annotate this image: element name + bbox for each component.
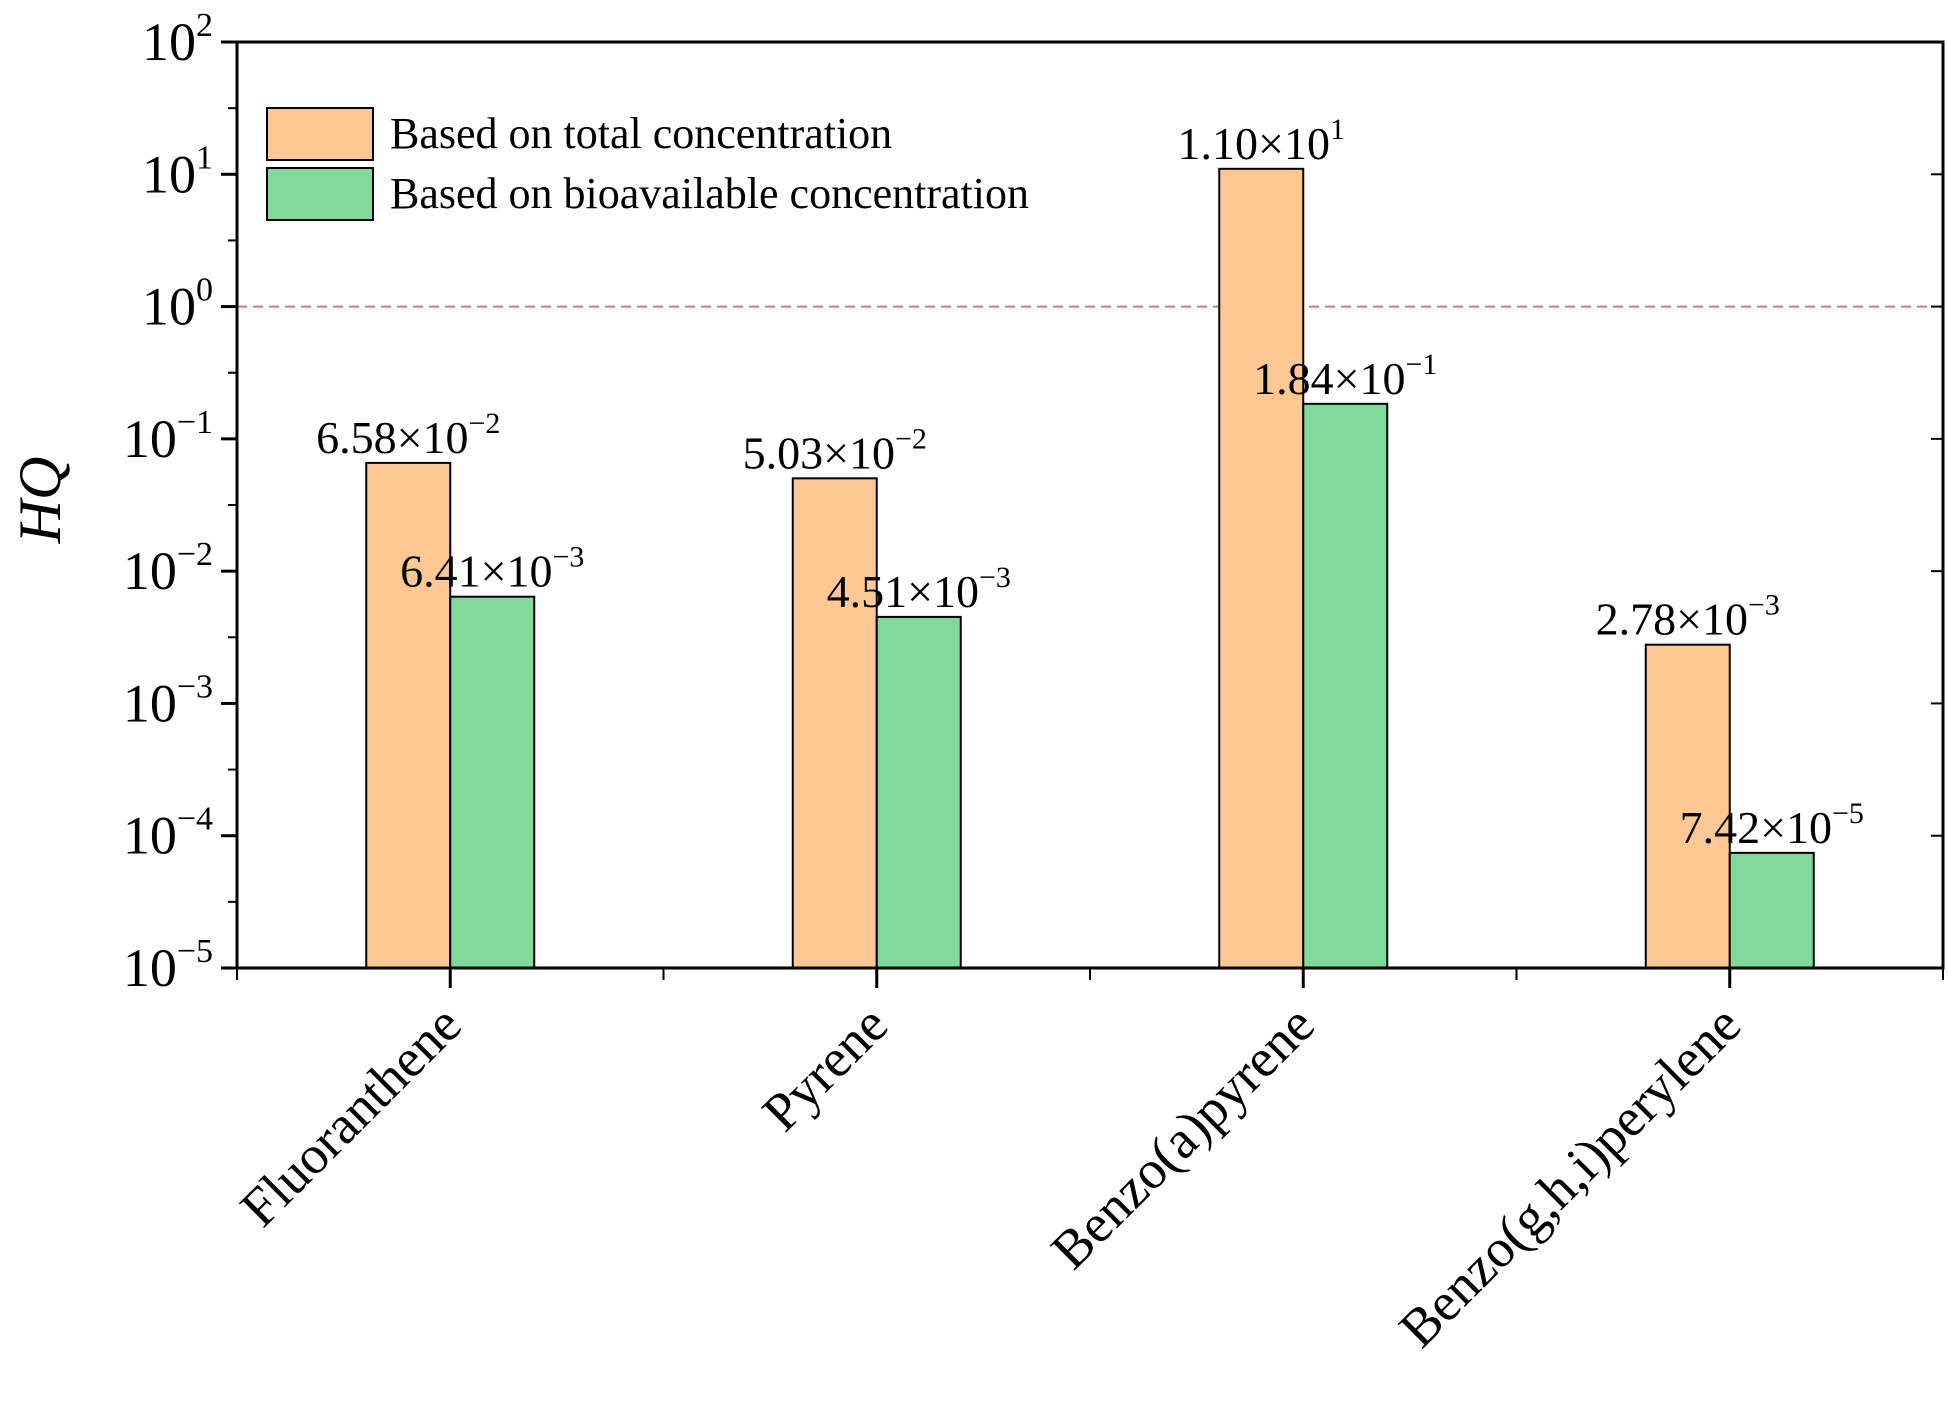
bar-total-3 <box>1644 643 1731 970</box>
bar-bioavailable-2 <box>1302 402 1389 970</box>
y-tick-label: 10−5 <box>123 933 213 998</box>
data-label-total-2: 1.10×101 <box>1178 113 1345 169</box>
bar-bioavailable-3 <box>1728 851 1815 969</box>
data-label-bioavailable-2: 1.84×10−1 <box>1253 348 1437 404</box>
data-label-total-3: 2.78×10−3 <box>1596 589 1780 645</box>
y-axis: 102 101 100 10−1 10−2 10−3 10−4 10−5 <box>123 7 1943 998</box>
data-label-bioavailable-1: 4.51×10−3 <box>827 561 1011 617</box>
y-tick-label: 102 <box>142 7 213 72</box>
y-axis-label: HQ <box>7 457 73 545</box>
bar-total-0 <box>365 461 452 969</box>
y-tick-label: 10−1 <box>123 404 213 469</box>
data-label-bioavailable-3: 7.42×10−5 <box>1680 797 1864 853</box>
bar-total-1 <box>791 477 878 969</box>
bar-bioavailable-1 <box>875 615 962 970</box>
y-tick-label: 101 <box>142 139 213 204</box>
data-label-total-1: 5.03×10−2 <box>743 422 927 478</box>
y-tick-label: 10−4 <box>123 801 213 866</box>
bars-layer <box>365 167 1815 970</box>
legend-label-total: Based on total concentration <box>390 109 892 158</box>
y-tick-label: 10−3 <box>123 668 213 733</box>
bar-bioavailable-0 <box>449 595 536 970</box>
bar-total-2 <box>1218 167 1305 969</box>
legend-label-bioavailable: Based on bioavailable concentration <box>390 169 1029 218</box>
data-label-bioavailable-0: 6.41×10−3 <box>400 541 584 597</box>
y-tick-label: 100 <box>142 272 213 337</box>
data-labels-layer: 6.58×10−2 5.03×10−2 1.10×101 2.78×10−3 6.41×… <box>316 113 1864 853</box>
legend-swatch-total <box>266 107 374 161</box>
data-label-total-0: 6.58×10−2 <box>316 407 500 463</box>
y-tick-label: 10−2 <box>123 536 213 601</box>
legend-swatch-bioavailable <box>266 167 374 221</box>
legend: Based on total concentration Based on bio… <box>266 107 1029 221</box>
